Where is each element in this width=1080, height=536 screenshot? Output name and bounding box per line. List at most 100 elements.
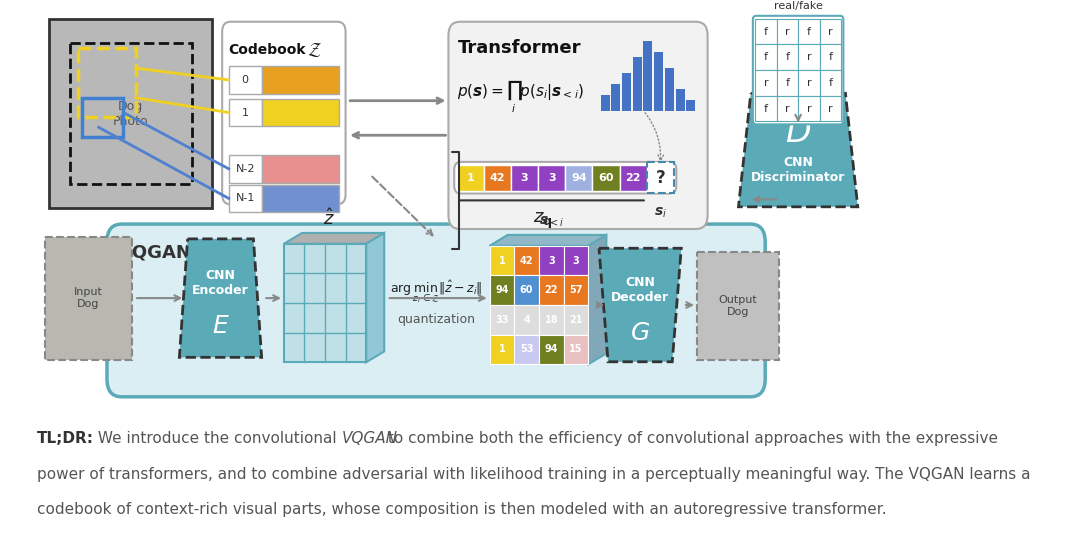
Polygon shape: [675, 90, 685, 110]
Polygon shape: [538, 165, 565, 190]
Text: 22: 22: [544, 285, 558, 295]
Polygon shape: [229, 66, 261, 94]
Polygon shape: [489, 334, 514, 364]
Text: 3: 3: [521, 173, 528, 183]
Polygon shape: [539, 334, 564, 364]
Text: 60: 60: [519, 285, 534, 295]
Text: 4: 4: [523, 315, 530, 325]
Text: r: r: [807, 53, 811, 62]
Text: quantization: quantization: [397, 313, 475, 326]
Text: 94: 94: [544, 345, 558, 354]
Text: $z_{\mathbf{q}}$: $z_{\mathbf{q}}$: [534, 211, 553, 231]
Polygon shape: [539, 246, 564, 276]
Text: 42: 42: [519, 256, 534, 266]
FancyBboxPatch shape: [753, 16, 843, 124]
Polygon shape: [261, 99, 339, 126]
Text: r: r: [785, 27, 789, 36]
Text: r: r: [807, 103, 811, 114]
Polygon shape: [777, 19, 798, 44]
Polygon shape: [644, 41, 652, 110]
Polygon shape: [820, 19, 841, 44]
Polygon shape: [633, 57, 642, 110]
Text: f: f: [764, 27, 768, 36]
Text: Dog
Photo: Dog Photo: [113, 100, 149, 128]
Polygon shape: [489, 305, 514, 334]
Polygon shape: [777, 44, 798, 70]
FancyBboxPatch shape: [455, 162, 676, 193]
Text: CNN
Decoder: CNN Decoder: [611, 276, 670, 304]
Polygon shape: [686, 100, 696, 110]
Text: 1: 1: [467, 173, 474, 183]
Polygon shape: [739, 93, 858, 207]
Polygon shape: [489, 276, 514, 305]
Polygon shape: [514, 334, 539, 364]
Text: f: f: [828, 53, 833, 62]
Polygon shape: [755, 19, 777, 44]
Polygon shape: [261, 66, 339, 94]
Text: Input
Dog: Input Dog: [73, 287, 103, 309]
Text: 1: 1: [242, 108, 248, 117]
Text: f: f: [785, 53, 789, 62]
Text: real/fake: real/fake: [773, 1, 823, 11]
Text: N-2: N-2: [235, 164, 255, 174]
Polygon shape: [564, 305, 589, 334]
Polygon shape: [261, 155, 339, 183]
Polygon shape: [755, 96, 777, 122]
Text: 18: 18: [544, 315, 558, 325]
Text: f: f: [807, 27, 811, 36]
FancyBboxPatch shape: [222, 22, 346, 204]
Polygon shape: [284, 233, 384, 244]
Polygon shape: [798, 44, 820, 70]
Text: 33: 33: [495, 315, 509, 325]
FancyBboxPatch shape: [448, 22, 707, 229]
Polygon shape: [229, 184, 261, 212]
Polygon shape: [564, 246, 589, 276]
Text: 1: 1: [499, 256, 505, 266]
Text: 22: 22: [625, 173, 640, 183]
Text: r: r: [828, 103, 833, 114]
Polygon shape: [366, 233, 384, 362]
Text: $\hat{z}$: $\hat{z}$: [323, 209, 335, 229]
Polygon shape: [484, 165, 511, 190]
Polygon shape: [654, 52, 663, 110]
Polygon shape: [565, 165, 593, 190]
Polygon shape: [600, 95, 610, 110]
Polygon shape: [457, 165, 484, 190]
Text: f: f: [785, 78, 789, 88]
Text: 94: 94: [571, 173, 586, 183]
Text: 3: 3: [548, 173, 555, 183]
Polygon shape: [820, 70, 841, 96]
Polygon shape: [593, 165, 620, 190]
Text: f: f: [764, 103, 768, 114]
Text: r: r: [828, 27, 833, 36]
Polygon shape: [539, 276, 564, 305]
Polygon shape: [622, 73, 631, 110]
Text: $\boldsymbol{s}_{<i}$: $\boldsymbol{s}_{<i}$: [539, 214, 564, 229]
Text: $D$: $D$: [785, 116, 811, 149]
Polygon shape: [514, 276, 539, 305]
Polygon shape: [820, 96, 841, 122]
Text: 60: 60: [598, 173, 613, 183]
Text: $E$: $E$: [212, 314, 229, 338]
Text: $\arg\min_{z_i\in\mathcal{Z}} \|\hat{z} - z_i\|$: $\arg\min_{z_i\in\mathcal{Z}} \|\hat{z} …: [390, 278, 483, 305]
Text: Output
Dog: Output Dog: [718, 295, 757, 317]
Text: f: f: [764, 53, 768, 62]
Polygon shape: [229, 155, 261, 183]
Polygon shape: [820, 44, 841, 70]
Text: f: f: [828, 78, 833, 88]
FancyBboxPatch shape: [107, 224, 766, 397]
Polygon shape: [45, 237, 132, 360]
Text: ?: ?: [656, 169, 665, 187]
Polygon shape: [777, 96, 798, 122]
Text: r: r: [764, 78, 768, 88]
Text: 42: 42: [489, 173, 505, 183]
Polygon shape: [589, 235, 606, 364]
Text: $G$: $G$: [630, 321, 650, 345]
Polygon shape: [599, 248, 681, 362]
Polygon shape: [229, 99, 261, 126]
Polygon shape: [697, 252, 779, 360]
Text: 57: 57: [569, 285, 583, 295]
Text: r: r: [807, 78, 811, 88]
Polygon shape: [620, 165, 647, 190]
Polygon shape: [489, 235, 606, 246]
